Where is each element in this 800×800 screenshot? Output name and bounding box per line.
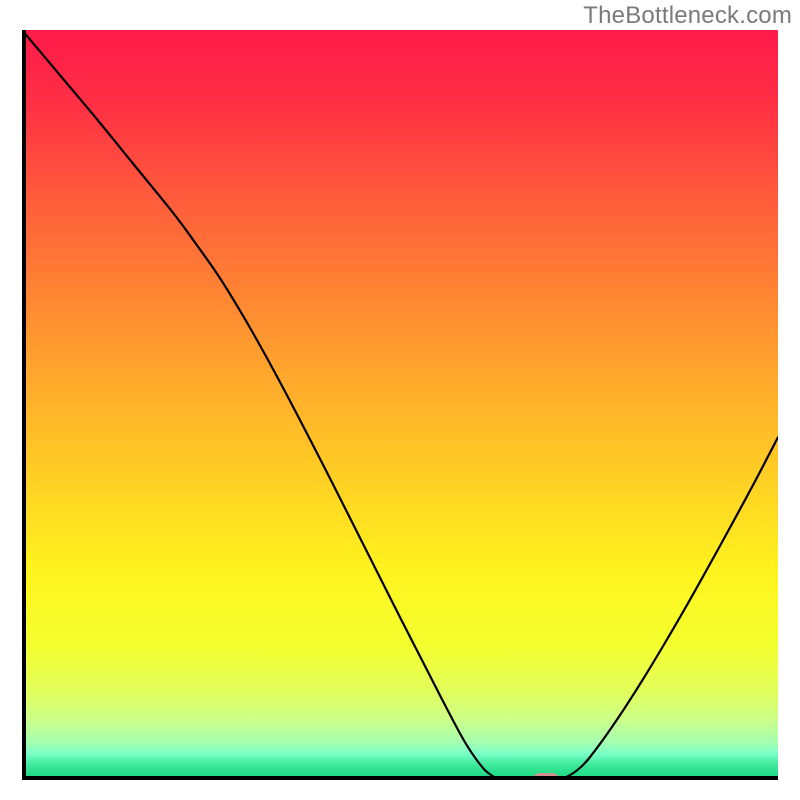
chart-background-gradient	[22, 30, 778, 780]
watermark-text: TheBottleneck.com	[583, 2, 792, 30]
chart-plot-area	[22, 30, 778, 780]
bottleneck-chart-container: TheBottleneck.com	[0, 0, 800, 800]
chart-svg	[22, 30, 778, 780]
